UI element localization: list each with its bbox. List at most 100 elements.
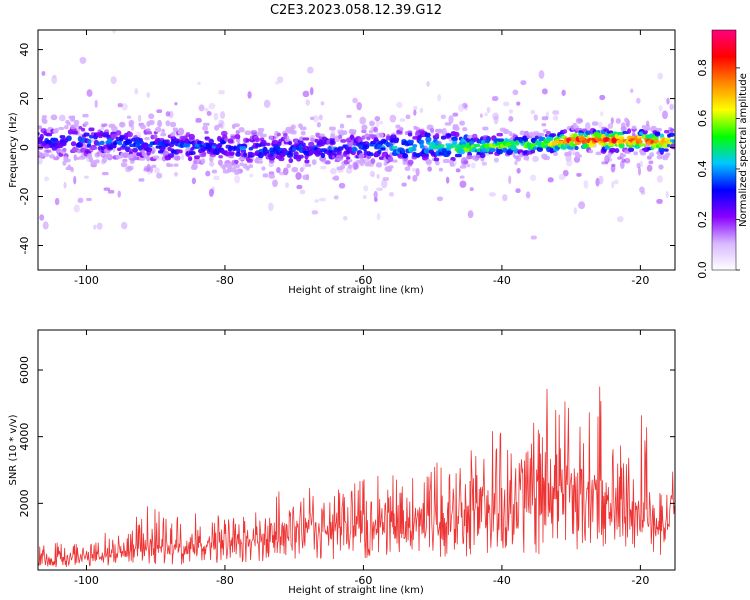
heatmap-cell [486,106,491,114]
heatmap-cell [466,163,471,168]
heatmap-cell [438,167,444,172]
heatmap-cell [268,173,275,179]
spectrogram-x-ticks: -100 -80 -60 -40 -20 [74,30,649,287]
heatmap-cell [473,143,481,147]
heatmap-cell [302,145,310,151]
heatmap-cell [39,214,45,221]
heatmap-cell [472,133,478,139]
heatmap-cell [54,197,60,206]
heatmap-cell [419,107,424,114]
heatmap-cell [305,163,312,167]
heatmap-cell [51,75,58,85]
heatmap-cell [523,155,529,161]
heatmap-cell [376,213,381,221]
heatmap-cell [374,115,381,122]
heatmap-cell [59,135,66,139]
heatmap-cell [530,174,537,182]
heatmap-cell [304,159,310,164]
heatmap-cell [607,130,614,134]
heatmap-cell [234,175,241,184]
heatmap-cell [239,146,247,150]
heatmap-cell [205,170,211,177]
heatmap-cell [412,174,418,182]
colorbar-tick-label: 0.4 [696,160,709,178]
heatmap-cell [148,113,155,120]
heatmap-cell [122,152,129,159]
heatmap-cell [84,121,89,126]
heatmap-cell [243,152,248,158]
heatmap-cell [413,109,417,116]
heatmap-cell [242,163,248,169]
x-tick-label: -40 [493,274,511,287]
heatmap-cell [315,132,321,138]
heatmap-cell [306,66,314,74]
heatmap-cell [446,146,452,152]
heatmap-cell [300,130,306,136]
snr-panel: -100 -80 -60 -40 -20 2000 4000 6000 Height of … [8,329,676,596]
heatmap-cell [462,127,468,132]
heatmap-cell [84,175,89,179]
heatmap-cell [538,70,545,79]
heatmap-cell [132,147,138,153]
colorbar-ticks: 0.0 0.2 0.4 0.6 0.8 [696,59,740,279]
heatmap-cell [45,149,51,153]
heatmap-cell [42,221,49,230]
figure-title: C2E3.2023.058.12.39.G12 [270,3,442,18]
heatmap-cell [670,143,675,150]
heatmap-cell [228,155,234,159]
heatmap-cell [208,188,214,198]
heatmap-cell [240,149,247,153]
heatmap-cell [67,129,73,135]
heatmap-cell [451,136,458,141]
heatmap-cell [547,177,554,183]
heatmap-cell [271,139,279,145]
heatmap-cell [420,145,425,149]
heatmap-cell [553,151,558,157]
heatmap-cell [194,155,200,160]
heatmap-cell [73,204,80,213]
heatmap-cell [68,166,74,171]
heatmap-cell [375,162,383,168]
heatmap-cell [140,124,146,130]
heatmap-cell [145,147,153,152]
heatmap-cell [77,197,84,203]
heatmap-cell [525,191,531,199]
heatmap-cell [584,143,590,149]
heatmap-cell [174,102,178,106]
heatmap-cell [649,152,655,158]
heatmap-cell [337,146,344,151]
heatmap-cell [338,134,343,140]
heatmap-cell [664,130,670,134]
heatmap-cell [49,275,54,280]
heatmap-cell [278,156,285,162]
heatmap-cell [154,167,160,174]
heatmap-cell [454,126,460,131]
heatmap-cell [404,166,411,171]
heatmap-cell [272,179,278,188]
heatmap-cell [258,148,264,153]
heatmap-cell [290,126,295,132]
heatmap-cell [58,127,65,131]
heatmap-cell [119,121,126,128]
heatmap-cell [146,92,150,98]
heatmap-cell [614,148,620,154]
heatmap-cell [548,136,554,142]
heatmap-cell [613,179,619,185]
x-tick-label: -20 [631,274,649,287]
heatmap-cell [70,141,77,147]
heatmap-cell [566,159,573,167]
heatmap-cell [496,132,503,137]
heatmap-cell [530,235,537,240]
heatmap-cell [561,89,566,96]
heatmap-cell [276,76,284,84]
heatmap-cell [448,115,454,124]
heatmap-cell [88,134,94,139]
heatmap-cell [106,137,113,144]
heatmap-cell [467,210,474,219]
heatmap-cell [542,155,550,161]
heatmap-cell [541,116,549,121]
heatmap-cell [407,139,414,144]
heatmap-cell [286,163,291,169]
x-tick-label: -60 [354,274,372,287]
heatmap-cell [595,151,602,156]
